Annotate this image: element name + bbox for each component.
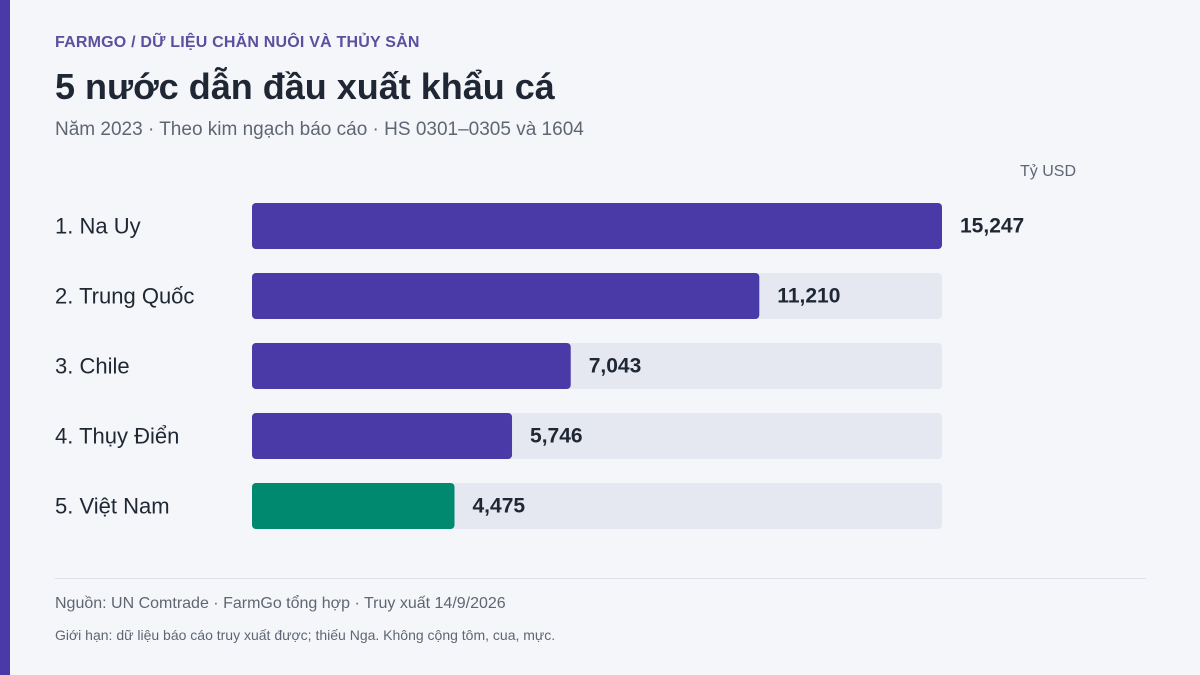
source-text: Nguồn: UN Comtrade · FarmGo tổng hợp · T…	[55, 595, 506, 612]
category-label: 2. Trung Quốc	[55, 284, 194, 309]
value-label: 5,746	[530, 425, 583, 448]
value-label: 4,475	[473, 495, 526, 518]
breadcrumb-kicker: FARMGO / DỮ LIỆU CHĂN NUÔI VÀ THỦY SẢN	[55, 34, 420, 51]
category-label: 1. Na Uy	[55, 214, 141, 239]
bar	[252, 203, 942, 249]
bar	[252, 483, 455, 529]
footer-divider	[55, 578, 1146, 579]
unit-label: Tỷ USD	[1020, 163, 1076, 180]
bar	[252, 343, 571, 389]
category-label: 5. Việt Nam	[55, 494, 170, 519]
chart-subtitle: Năm 2023 · Theo kim ngạch báo cáo · HS 0…	[55, 119, 584, 140]
chart-title: 5 nước dẫn đầu xuất khẩu cá	[55, 66, 555, 107]
bar	[252, 413, 513, 459]
limitation-note: Giới hạn: dữ liệu báo cáo truy xuất được…	[55, 627, 556, 643]
bar-chart: 1. Na Uy 15,247 2. Trung Quốc 11,210 3. Chil…	[55, 203, 1024, 529]
category-label: 3. Chile	[55, 354, 130, 379]
value-label: 11,210	[777, 285, 840, 308]
accent-strip	[0, 0, 10, 675]
bar	[252, 273, 760, 319]
value-label: 15,247	[960, 215, 1024, 238]
category-label: 4. Thụy Điển	[55, 424, 179, 449]
value-label: 7,043	[589, 355, 642, 378]
